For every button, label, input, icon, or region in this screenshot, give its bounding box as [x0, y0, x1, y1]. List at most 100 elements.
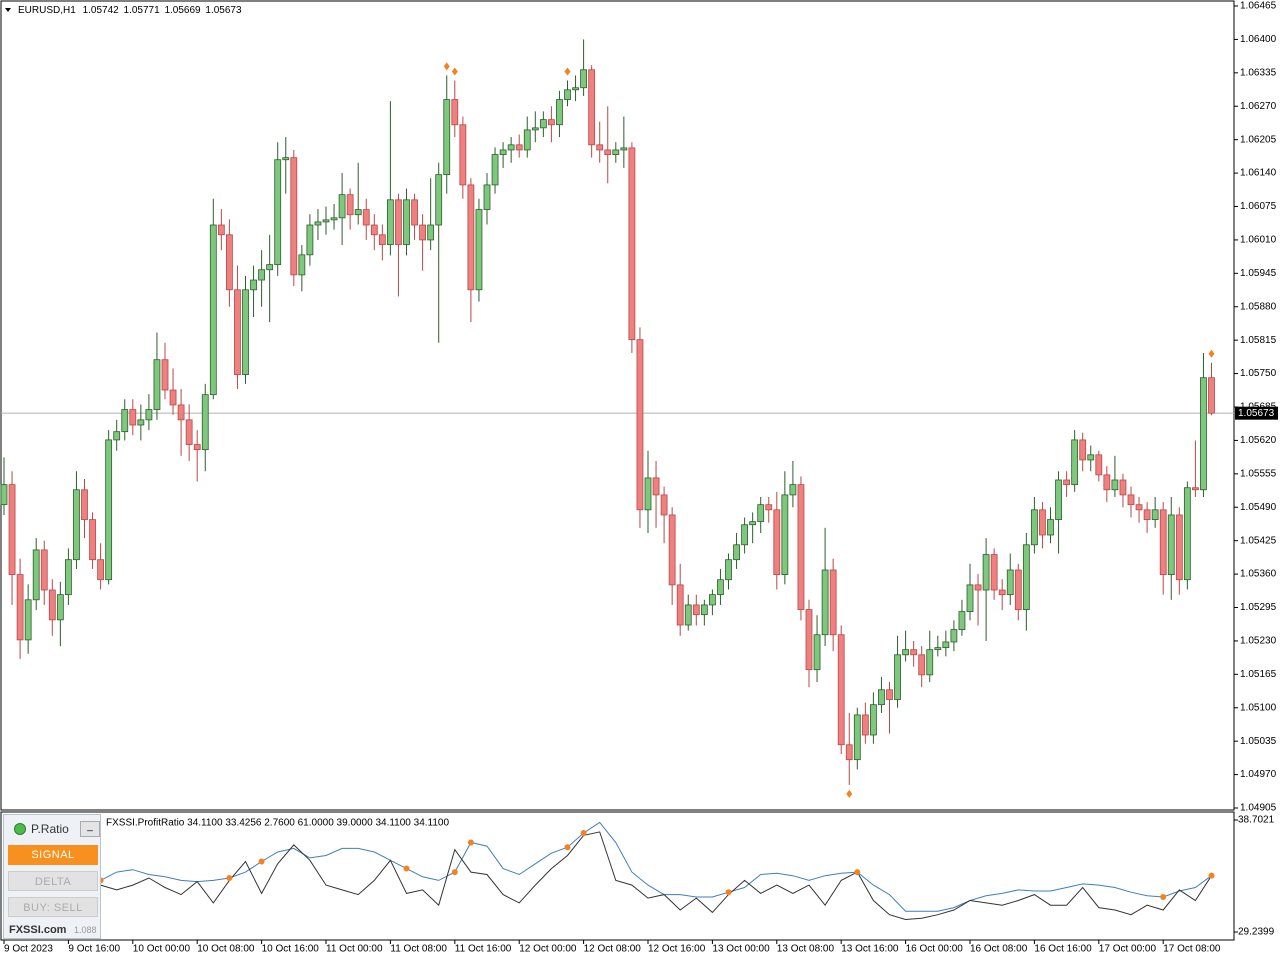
indicator-panel: P.Ratio _ SIGNAL DELTA BUY: SELL FXSSI.c… — [3, 814, 101, 939]
candle-body — [137, 419, 145, 426]
candle-body — [354, 209, 362, 216]
candle-body — [81, 489, 88, 520]
candle-body — [32, 549, 40, 601]
candle-body — [1135, 504, 1143, 511]
candle-body — [902, 649, 909, 656]
candle-body — [105, 439, 113, 581]
y-tick-label: 1.05490 — [1240, 502, 1277, 513]
indicator-line — [100, 831, 1212, 921]
x-tick-label: 9 Oct 2023 — [4, 944, 53, 955]
candle-body — [531, 127, 539, 131]
signal-dot — [1160, 893, 1167, 900]
signal-dot — [258, 858, 265, 865]
candle-body — [378, 234, 386, 245]
minimize-button[interactable]: _ — [80, 821, 100, 837]
candle-body — [725, 559, 732, 581]
x-tick-label: 10 Oct 16:00 — [262, 944, 320, 955]
x-tick-label: 16 Oct 16:00 — [1034, 944, 1092, 955]
candle-body — [1014, 569, 1022, 610]
candle-body — [749, 521, 757, 526]
candle-body — [346, 194, 354, 216]
candle-body — [1208, 377, 1215, 414]
candle-body — [258, 269, 266, 281]
candle-body — [1071, 439, 1079, 486]
y-tick-label: 1.05100 — [1240, 702, 1277, 713]
candle-body — [306, 224, 314, 256]
signal-dot — [226, 875, 233, 882]
x-tick-label: 12 Oct 16:00 — [648, 944, 706, 955]
candle-body — [515, 144, 523, 151]
main-frame — [0, 0, 1235, 811]
signal-dot — [451, 869, 458, 876]
candle-body — [966, 584, 974, 613]
candle-body — [668, 514, 676, 586]
candle-body — [1047, 519, 1054, 536]
candle-body — [1095, 454, 1103, 476]
signal-arrow — [451, 67, 458, 76]
candle-body — [242, 289, 249, 376]
candle-body — [861, 714, 869, 736]
candle-body — [958, 611, 966, 631]
candle-body — [773, 509, 781, 575]
candle-body — [491, 154, 499, 186]
candle-body — [24, 599, 32, 641]
candle-body — [475, 209, 483, 291]
signal-arrow — [564, 67, 571, 76]
candle-body — [636, 339, 644, 511]
candle-body — [821, 569, 829, 636]
panel-title: P.Ratio — [31, 822, 69, 836]
y-tick-label: 1.04970 — [1240, 769, 1277, 780]
candle-body — [145, 409, 153, 421]
candle-body — [8, 484, 16, 575]
chart-header: EURUSD,H1 1.05742 1.05771 1.05669 1.0567… — [18, 5, 242, 16]
candle-body — [483, 184, 491, 210]
candle-body — [676, 584, 684, 626]
x-tick-label: 10 Oct 00:00 — [133, 944, 191, 955]
x-tick-label: 13 Oct 08:00 — [777, 944, 835, 955]
candle-body — [926, 649, 934, 676]
candle-body — [193, 444, 201, 451]
candle-body — [403, 199, 410, 245]
candle-body — [1111, 479, 1119, 491]
delta-button[interactable]: DELTA — [8, 871, 98, 891]
candle-body — [16, 574, 24, 641]
signal-button[interactable]: SIGNAL — [8, 845, 98, 865]
candle-body — [709, 594, 716, 606]
candle-body — [266, 264, 274, 271]
signal-dot — [580, 830, 587, 837]
candle-body — [950, 629, 958, 643]
candle-body — [572, 87, 579, 91]
candle-body — [419, 224, 427, 241]
candle-body — [789, 484, 797, 496]
candle-body — [0, 484, 8, 506]
candle-body — [1022, 544, 1030, 610]
candle-body — [217, 224, 225, 236]
x-tick-label: 17 Oct 08:00 — [1163, 944, 1221, 955]
x-tick-label: 11 Oct 08:00 — [390, 944, 447, 955]
candle-body — [56, 594, 64, 621]
buy-sell-button[interactable]: BUY: SELL — [8, 897, 98, 917]
candle-body — [435, 174, 443, 226]
x-tick-label: 12 Oct 08:00 — [584, 944, 642, 955]
candle-body — [998, 589, 1006, 596]
candle-body — [65, 559, 72, 596]
x-tick-label: 11 Oct 16:00 — [455, 944, 512, 955]
candle-body — [918, 654, 926, 676]
candle-body — [362, 209, 370, 226]
candle-body — [982, 554, 990, 591]
x-tick-label: 12 Oct 00:00 — [519, 944, 577, 955]
candle-body — [692, 604, 700, 616]
x-tick-label: 16 Oct 08:00 — [970, 944, 1028, 955]
candle-body — [829, 569, 837, 636]
signal-dot — [467, 839, 474, 846]
signal-arrow — [846, 789, 853, 798]
candle-body — [282, 157, 290, 161]
candle-body — [942, 641, 950, 649]
y-tick-label: 1.05945 — [1240, 268, 1277, 279]
menu-triangle — [5, 8, 11, 12]
y-tick-label: 1.05360 — [1240, 569, 1277, 580]
candle-body — [121, 409, 129, 433]
x-tick-label: 13 Oct 16:00 — [841, 944, 899, 955]
signal-dot — [725, 889, 732, 896]
